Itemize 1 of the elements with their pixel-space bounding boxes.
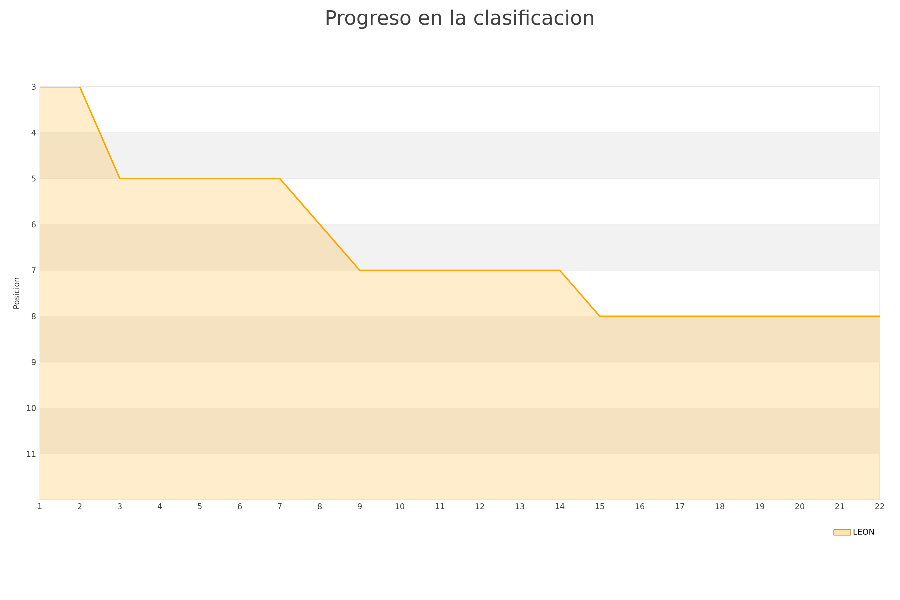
chart-title: Progreso en la clasificacion (326, 10, 594, 30)
